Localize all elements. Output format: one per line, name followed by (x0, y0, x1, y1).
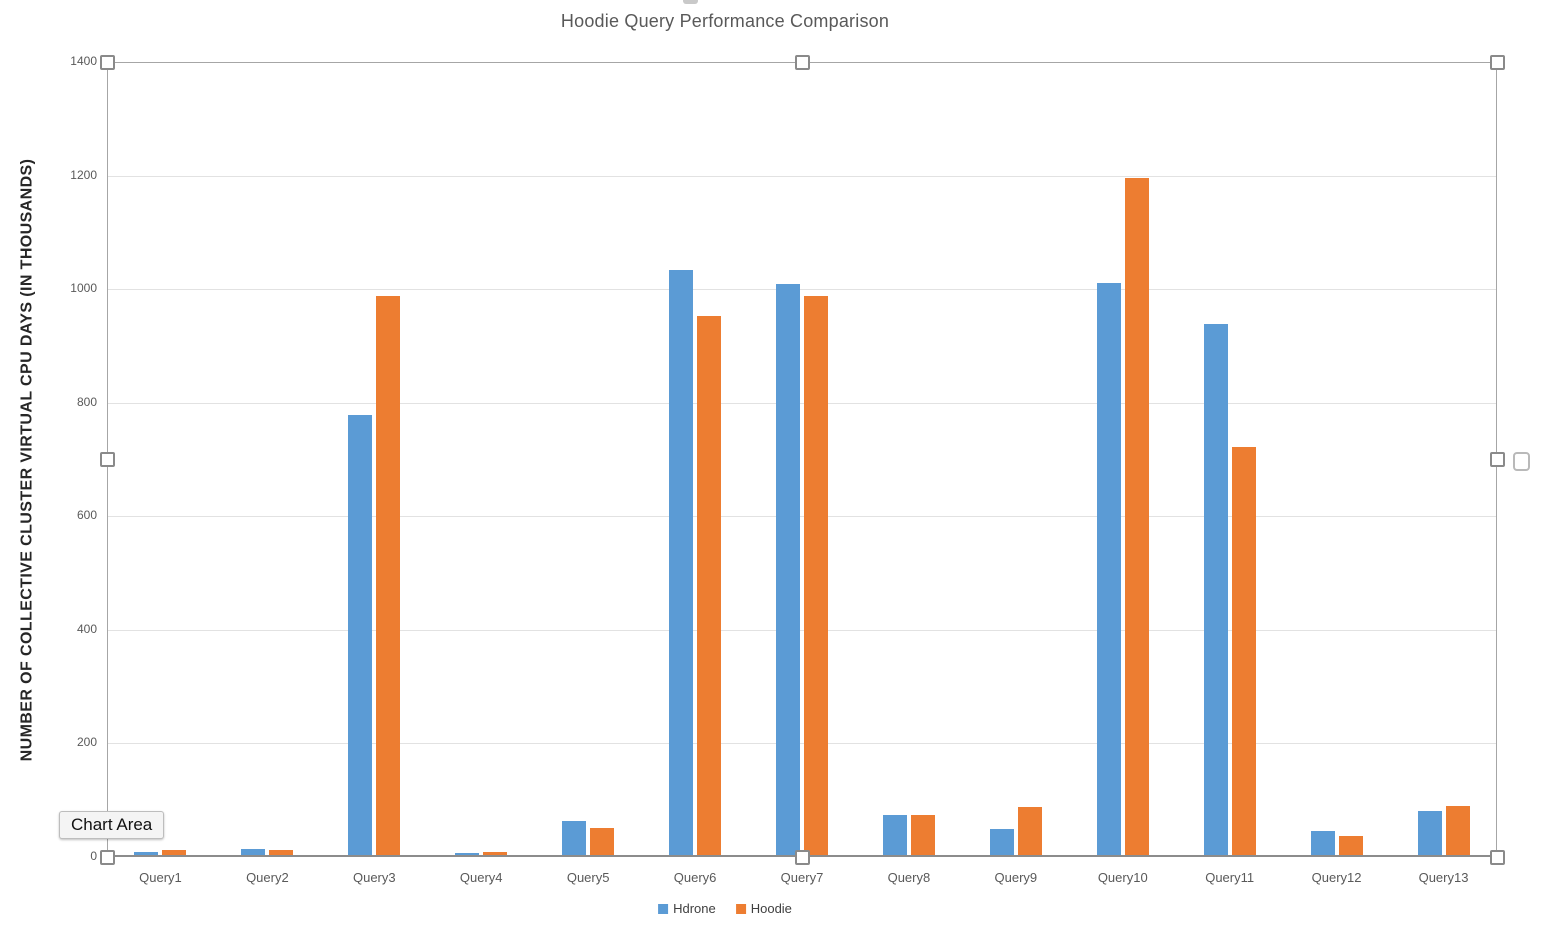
y-tick-label-1400: 1400 (70, 54, 97, 68)
selection-handle-n[interactable] (794, 54, 810, 70)
x-tick-label-query4: Query4 (459, 870, 503, 885)
bar-hoodie-query2[interactable] (269, 849, 294, 855)
y-axis-title-text: NUMBER OF COLLECTIVE CLUSTER VIRTUAL CPU… (18, 158, 35, 761)
bar-hoodie-query6[interactable] (697, 315, 722, 855)
selection-handle-sw[interactable] (99, 849, 115, 865)
bar-hoodie-query7[interactable] (804, 295, 828, 855)
gridline-600 (107, 516, 1497, 518)
x-tick-label-query1: Query1 (139, 870, 182, 885)
x-tick-label-query5: Query5 (566, 870, 610, 885)
outer-selection-handle-right[interactable] (1513, 452, 1530, 471)
selection-handle-s[interactable] (794, 849, 810, 865)
bar-hoodie-query5[interactable] (590, 827, 615, 855)
legend-swatch-hdrone (658, 903, 669, 914)
bar-hoodie-query10[interactable] (1124, 178, 1149, 855)
legend-label-hoodie: Hoodie (750, 901, 792, 916)
x-tick-label-query9: Query9 (994, 870, 1038, 885)
selection-handle-ne[interactable] (1489, 54, 1505, 70)
legend-swatch-hoodie (735, 903, 746, 914)
x-tick-label-query11: Query11 (1205, 870, 1255, 885)
selection-handle-nw[interactable] (99, 54, 115, 70)
x-tick-label-query7: Query7 (780, 870, 824, 885)
x-tick-label-query6: Query6 (673, 870, 717, 885)
y-tick-label-1000: 1000 (70, 281, 97, 296)
bar-hoodie-query3[interactable] (376, 295, 401, 855)
x-tick-label-query12: Query12 (1311, 870, 1362, 885)
gridline-800 (107, 402, 1497, 404)
bar-hoodie-query12[interactable] (1338, 836, 1363, 855)
bar-hdrone-query4[interactable] (455, 852, 480, 855)
plot-area[interactable] (107, 62, 1497, 857)
chart-legend[interactable]: Hdrone Hoodie (658, 901, 792, 916)
x-tick-label-query13: Query13 (1418, 870, 1469, 885)
bar-hdrone-query8[interactable] (882, 815, 907, 855)
y-tick-label-400: 400 (76, 621, 97, 636)
bar-hoodie-query11[interactable] (1231, 447, 1256, 855)
bar-hoodie-query4[interactable] (483, 852, 508, 855)
bar-hoodie-query9[interactable] (1017, 806, 1042, 855)
gridline-1000 (107, 289, 1497, 291)
gridline-1200 (107, 175, 1497, 177)
bar-hdrone-query3[interactable] (348, 414, 373, 855)
chart-title[interactable]: Hoodie Query Performance Comparison (560, 11, 890, 31)
y-tick-label-0: 0 (90, 849, 97, 863)
x-tick-label-query10: Query10 (1097, 870, 1148, 885)
bar-hdrone-query13[interactable] (1417, 810, 1442, 855)
bar-hdrone-query9[interactable] (989, 828, 1014, 855)
legend-label-hdrone: Hdrone (673, 901, 716, 916)
selection-handle-se[interactable] (1489, 849, 1505, 865)
bar-hdrone-query6[interactable] (669, 270, 694, 855)
bar-hdrone-query7[interactable] (776, 284, 800, 855)
legend-item-hdrone[interactable]: Hdrone (658, 901, 716, 916)
gridline-400 (107, 629, 1497, 631)
selection-handle-w[interactable] (99, 452, 115, 467)
gridline-200 (107, 743, 1497, 745)
y-tick-label-1200: 1200 (70, 167, 97, 182)
selection-handle-e[interactable] (1489, 452, 1505, 467)
y-tick-label-800: 800 (76, 394, 97, 409)
bar-hoodie-query8[interactable] (910, 815, 935, 855)
x-tick-label-query2: Query2 (246, 870, 289, 885)
bar-hdrone-query12[interactable] (1310, 831, 1335, 855)
x-tick-label-query8: Query8 (887, 870, 931, 885)
x-tick-label-query3: Query3 (352, 870, 396, 885)
bar-hdrone-query11[interactable] (1203, 324, 1228, 855)
bar-hoodie-query13[interactable] (1445, 805, 1470, 855)
bar-hdrone-query10[interactable] (1096, 282, 1121, 855)
y-tick-label-200: 200 (76, 735, 97, 750)
bar-hoodie-query1[interactable] (162, 850, 187, 855)
legend-item-hoodie[interactable]: Hoodie (735, 901, 792, 916)
outer-selection-handle-top[interactable] (683, 0, 698, 4)
bar-hdrone-query2[interactable] (241, 849, 266, 855)
y-tick-label-600: 600 (76, 508, 97, 523)
chart-area-tooltip: Chart Area (59, 811, 165, 839)
bar-hdrone-query5[interactable] (562, 820, 587, 855)
bar-hdrone-query1[interactable] (134, 852, 159, 855)
